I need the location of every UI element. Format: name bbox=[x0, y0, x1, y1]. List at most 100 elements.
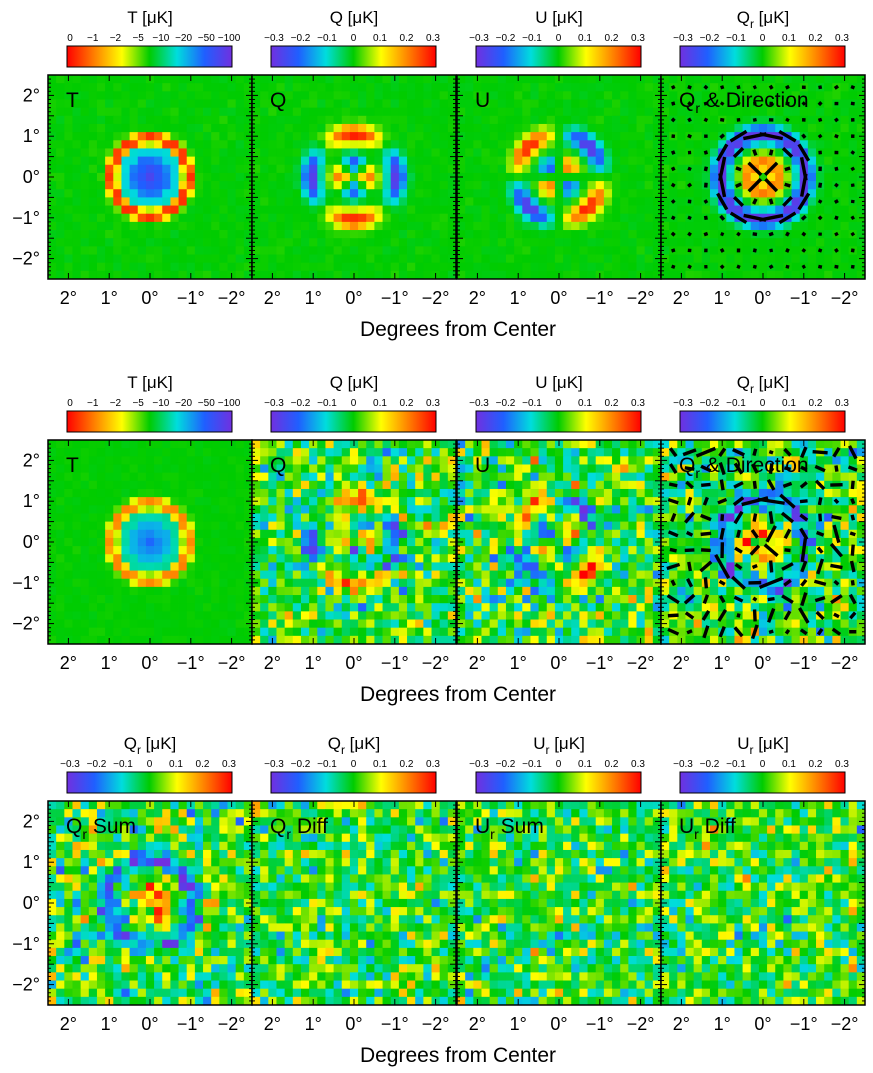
heatmap-cell bbox=[767, 91, 776, 100]
heatmap-cell bbox=[447, 562, 457, 571]
heatmap-cell bbox=[227, 123, 237, 133]
heatmap-cell bbox=[677, 197, 686, 206]
heatmap-cell bbox=[186, 611, 196, 620]
heatmap-cell bbox=[333, 75, 343, 84]
heatmap-cell bbox=[398, 586, 408, 596]
heatmap-cell bbox=[742, 238, 752, 247]
heatmap-cell bbox=[644, 254, 654, 264]
heatmap-cell bbox=[390, 448, 400, 457]
heatmap-cell bbox=[522, 148, 531, 157]
polarization-stick bbox=[670, 215, 676, 221]
heatmap-cell bbox=[636, 172, 646, 182]
heatmap-cell bbox=[325, 488, 334, 498]
heatmap-cell bbox=[489, 529, 499, 539]
heatmap-cell bbox=[661, 238, 670, 247]
heatmap-cell bbox=[644, 238, 654, 247]
heatmap-cell bbox=[333, 172, 343, 182]
heatmap-cell bbox=[750, 270, 760, 280]
heatmap-cell bbox=[620, 156, 629, 166]
heatmap-cell bbox=[489, 197, 499, 206]
heatmap-cell bbox=[227, 595, 237, 604]
heatmap-cell bbox=[252, 627, 261, 637]
heatmap-cell bbox=[194, 537, 204, 547]
heatmap-cell bbox=[538, 262, 548, 272]
heatmap-cell bbox=[300, 238, 310, 247]
heatmap-cell bbox=[72, 554, 82, 563]
heatmap-cell bbox=[554, 497, 564, 506]
heatmap-cell bbox=[742, 75, 752, 84]
heatmap-cell bbox=[309, 505, 318, 514]
heatmap-cell bbox=[726, 213, 735, 223]
heatmap-cell bbox=[636, 448, 646, 457]
heatmap-cell bbox=[219, 611, 228, 620]
heatmap-cell bbox=[636, 107, 646, 117]
heatmap-cell bbox=[211, 230, 220, 239]
heatmap-cell bbox=[693, 164, 703, 174]
heatmap-cell bbox=[64, 262, 73, 272]
heatmap-cell bbox=[620, 262, 629, 272]
heatmap-cell bbox=[80, 83, 90, 92]
heatmap-cell bbox=[636, 254, 646, 264]
heatmap-cell bbox=[758, 172, 768, 182]
heatmap-cell bbox=[309, 246, 318, 255]
heatmap-cell bbox=[276, 189, 286, 198]
heatmap-cell bbox=[56, 148, 65, 157]
heatmap-cell bbox=[538, 132, 548, 141]
heatmap-cell bbox=[211, 603, 220, 612]
heatmap-cell bbox=[284, 627, 294, 637]
heatmap-cell bbox=[447, 270, 457, 280]
heatmap-cell bbox=[203, 546, 212, 555]
heatmap-cell bbox=[620, 440, 629, 449]
heatmap-cell bbox=[186, 164, 196, 174]
heatmap-cell bbox=[530, 262, 539, 272]
heatmap-cell bbox=[439, 603, 449, 612]
heatmap-cell bbox=[431, 497, 441, 506]
heatmap-cell bbox=[219, 554, 228, 563]
heatmap-cell bbox=[292, 213, 302, 223]
heatmap-cell bbox=[300, 99, 310, 109]
heatmap-cell bbox=[758, 254, 768, 264]
heatmap-cell bbox=[481, 148, 491, 157]
heatmap-cell bbox=[300, 595, 310, 604]
heatmap-cell bbox=[145, 205, 155, 215]
heatmap-cell bbox=[252, 586, 261, 596]
heatmap-cell bbox=[88, 75, 98, 84]
heatmap-cell bbox=[252, 595, 261, 604]
heatmap-cell bbox=[530, 270, 539, 280]
heatmap-cell bbox=[505, 488, 515, 498]
heatmap-cell bbox=[799, 221, 809, 231]
heatmap-cell bbox=[415, 262, 424, 272]
heatmap-cell bbox=[366, 611, 375, 620]
heatmap-cell bbox=[243, 440, 253, 449]
heatmap-cell bbox=[465, 75, 474, 84]
heatmap-cell bbox=[465, 448, 474, 457]
heatmap-cell bbox=[465, 99, 474, 109]
heatmap-cell bbox=[366, 75, 375, 84]
heatmap-cell bbox=[497, 448, 507, 457]
heatmap-cell bbox=[194, 254, 204, 264]
heatmap-cell bbox=[546, 529, 556, 539]
heatmap-cell bbox=[80, 619, 90, 629]
heatmap-cell bbox=[807, 238, 817, 247]
heatmap-cell bbox=[309, 619, 318, 629]
heatmap-cell bbox=[292, 537, 302, 547]
heatmap-cell bbox=[489, 140, 499, 149]
heatmap-cell bbox=[538, 448, 548, 457]
heatmap-cell bbox=[693, 246, 703, 255]
heatmap-cell bbox=[775, 230, 784, 239]
heatmap-cell bbox=[457, 246, 466, 255]
heatmap-cell bbox=[415, 230, 424, 239]
heatmap-cell bbox=[758, 115, 768, 125]
heatmap-cell bbox=[398, 123, 408, 133]
heatmap-cell bbox=[203, 537, 212, 547]
heatmap-cell bbox=[677, 205, 686, 215]
heatmap-cell bbox=[72, 440, 82, 449]
heatmap-cell bbox=[775, 205, 784, 215]
heatmap-cell bbox=[465, 270, 474, 280]
heatmap-cell bbox=[775, 181, 784, 190]
heatmap-cell bbox=[325, 472, 334, 482]
heatmap-cell bbox=[579, 99, 588, 109]
heatmap-cell bbox=[349, 238, 359, 247]
heatmap-cell bbox=[186, 213, 196, 223]
heatmap-cell bbox=[162, 586, 171, 596]
